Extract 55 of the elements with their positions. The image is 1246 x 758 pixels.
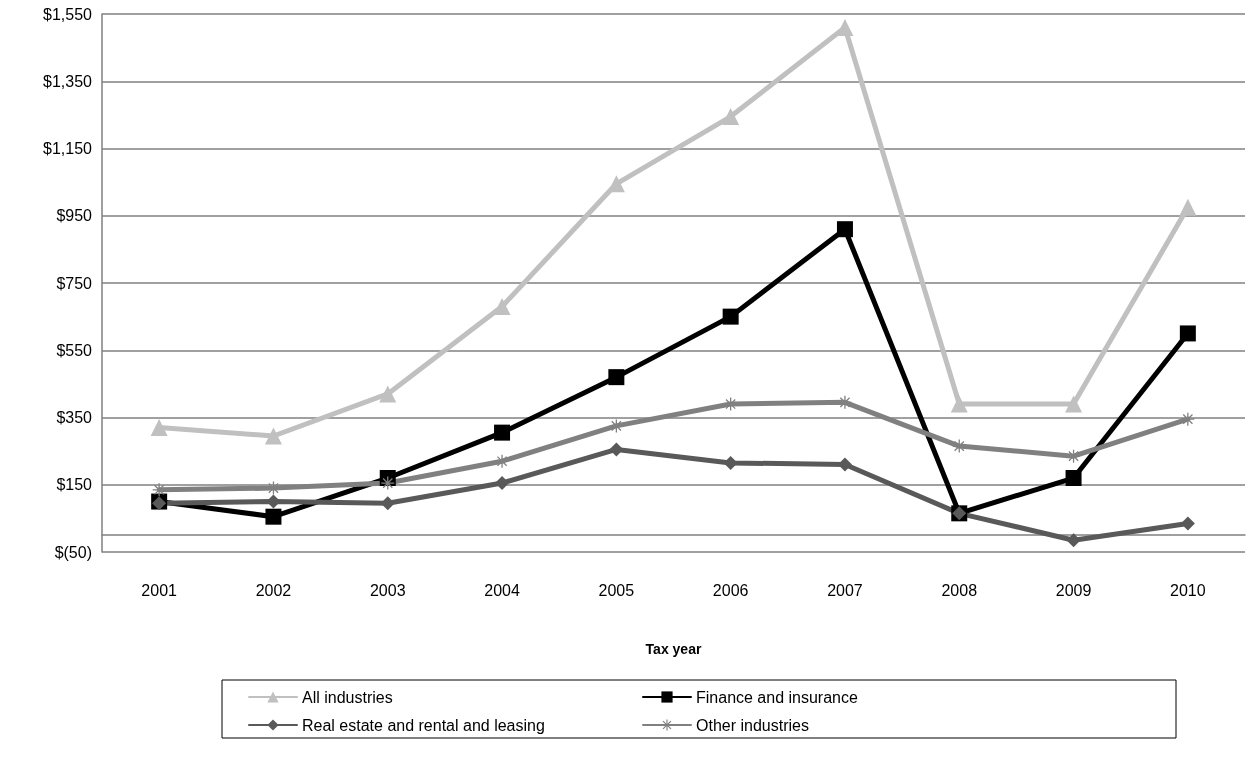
point xyxy=(838,395,852,409)
legend-label: Finance and insurance xyxy=(696,688,858,706)
point xyxy=(609,442,624,457)
y-tick-label: $1,150 xyxy=(43,140,93,157)
point xyxy=(722,108,740,126)
y-tick-label: $750 xyxy=(56,274,93,292)
point xyxy=(1065,470,1082,487)
point xyxy=(264,427,282,445)
point xyxy=(381,476,395,490)
point xyxy=(950,395,968,413)
y-tick-label: $1,350 xyxy=(43,72,93,90)
point xyxy=(380,496,395,511)
y-tick-label: $350 xyxy=(56,409,93,426)
x-tick-label: 2006 xyxy=(712,581,749,599)
point xyxy=(495,476,510,491)
x-tick-label: 2002 xyxy=(255,581,292,599)
x-tick-label: 2009 xyxy=(1055,581,1092,599)
legend-label: Real estate and rental and leasing xyxy=(302,716,545,734)
point xyxy=(379,385,397,403)
x-tick-label: 2004 xyxy=(484,581,520,599)
y-tick-label: $550 xyxy=(56,341,93,359)
point xyxy=(952,439,966,453)
point xyxy=(608,369,625,386)
x-axis-title: Tax year xyxy=(645,641,702,657)
point xyxy=(1067,449,1081,463)
point xyxy=(1180,516,1195,531)
point xyxy=(609,419,623,433)
point xyxy=(723,455,738,470)
x-tick-label: 2001 xyxy=(141,581,178,599)
y-tick-label: $150 xyxy=(56,476,93,494)
point xyxy=(836,221,853,238)
legend-label: All industries xyxy=(302,688,393,706)
x-tick-label: 2008 xyxy=(941,581,978,599)
x-tick-label: 2005 xyxy=(598,581,635,599)
point xyxy=(1179,198,1197,216)
point xyxy=(722,308,739,325)
x-tick-label: 2007 xyxy=(827,581,863,599)
point xyxy=(724,397,738,411)
x-tick-label: 2010 xyxy=(1170,581,1206,599)
y-tick-label: $(50) xyxy=(54,543,92,561)
point xyxy=(1066,533,1081,548)
point xyxy=(1179,325,1196,342)
point xyxy=(836,18,854,36)
point xyxy=(1065,395,1083,413)
point xyxy=(150,419,168,437)
y-tick-label: $950 xyxy=(56,207,93,225)
point xyxy=(493,298,511,316)
x-tick-label: 2003 xyxy=(369,581,406,599)
legend-label: Other industries xyxy=(696,716,809,734)
point xyxy=(265,508,282,525)
point xyxy=(266,481,280,495)
point xyxy=(495,454,509,468)
point xyxy=(266,494,281,509)
y-tick-label: $1,550 xyxy=(43,5,93,23)
point xyxy=(494,424,511,441)
